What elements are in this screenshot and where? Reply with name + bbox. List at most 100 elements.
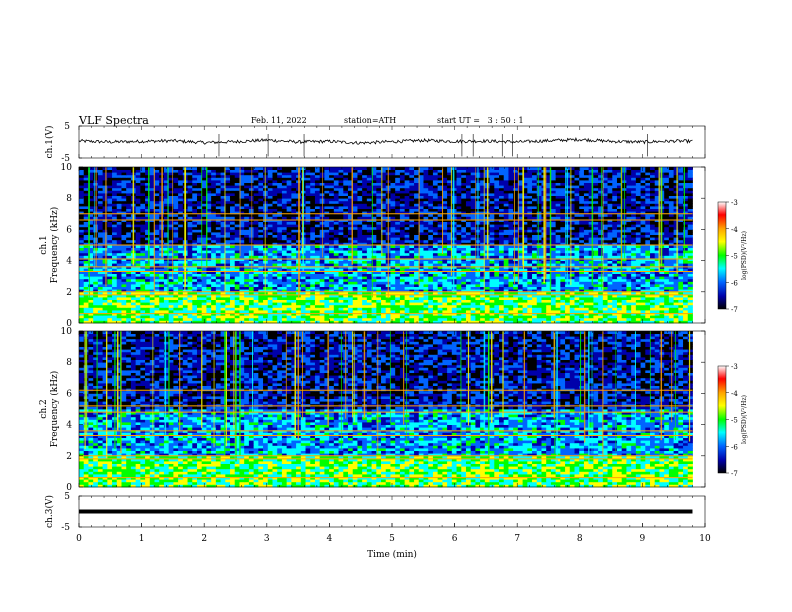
spectrogram-cell <box>121 294 127 298</box>
spectrogram-cell <box>267 237 273 241</box>
spectrogram-cell <box>234 247 240 251</box>
spectrogram-cell <box>324 224 330 228</box>
spectrogram-cell <box>569 250 575 254</box>
spectrogram-cell <box>640 307 646 311</box>
spectrogram-cell <box>324 302 330 306</box>
spectrogram-cell <box>654 289 660 293</box>
spectrogram-cell <box>248 232 255 235</box>
spectrogram-cell <box>447 273 453 277</box>
spectrogram-cell <box>211 307 217 311</box>
spectrogram-cell <box>536 281 542 285</box>
spectrogram-cell <box>404 284 410 287</box>
spectrogram-cell <box>381 320 387 324</box>
spectrogram-cell <box>168 294 174 298</box>
spectrogram-cell <box>465 291 472 295</box>
spectrogram-cell <box>329 247 335 251</box>
spectrogram-cell <box>230 221 236 225</box>
spectrogram-cell <box>650 247 656 251</box>
spectrogram-cell <box>536 291 542 295</box>
spectrogram-cell <box>480 229 486 233</box>
spectrogram-cell <box>668 317 674 321</box>
spectrogram-cell <box>475 297 481 300</box>
spectrogram-cell <box>404 307 410 311</box>
spectrogram-cell <box>196 302 203 306</box>
spectrogram-cell <box>631 289 637 293</box>
spectrogram-cell <box>352 304 358 308</box>
spectrogram-cell <box>395 291 401 295</box>
spectrogram-cell <box>263 291 269 295</box>
spectrogram-cell <box>130 284 137 287</box>
spectrogram-cell <box>673 294 679 298</box>
spectrogram-cell <box>626 286 632 290</box>
spectrogram-cell <box>130 289 137 293</box>
spectrogram-cell <box>432 245 439 248</box>
spectrogram-cell <box>159 291 165 295</box>
spectrogram-cell <box>267 299 273 303</box>
spectrogram-cell <box>664 294 670 298</box>
spectrogram-cell <box>678 310 684 313</box>
spectrogram-cell <box>366 315 372 319</box>
spectrogram-cell <box>206 299 212 303</box>
spectrogram-cell <box>234 315 240 319</box>
spectrogram-cell <box>569 291 575 295</box>
spectrogram-cell <box>173 226 179 230</box>
spectrogram-cell <box>267 320 273 324</box>
spectrogram-cell <box>683 289 689 293</box>
spectrogram-cell <box>602 245 608 248</box>
spectrogram-cell <box>626 307 632 311</box>
spectrogram-cell <box>399 239 406 243</box>
spectrogram-cell <box>616 286 623 290</box>
spectrogram-cell <box>607 245 613 248</box>
spectrogram-cell <box>560 315 566 319</box>
spectrogram-cell <box>121 268 127 272</box>
spectrogram-cell <box>83 255 89 259</box>
spectrogram-cell <box>640 255 646 259</box>
spectrogram-cell <box>253 294 259 298</box>
spectrogram-cell <box>338 289 344 293</box>
spectrogram-cell <box>263 242 269 246</box>
spectrogram-cell <box>447 226 453 230</box>
spectrogram-cell <box>140 310 146 313</box>
spectrogram-cell <box>126 320 132 324</box>
spectrogram-cell <box>253 263 259 267</box>
spectrogram-cell <box>607 302 613 306</box>
spectrogram-cell <box>130 320 137 324</box>
spectrogram-cell <box>650 294 656 298</box>
spectrogram-cell <box>234 317 240 321</box>
spectrogram-cell <box>678 229 684 233</box>
spectrogram-cell <box>678 281 684 285</box>
spectrogram-cell <box>536 276 542 280</box>
spectrogram-cell <box>659 263 665 267</box>
spectrogram-cell <box>314 302 321 306</box>
spectrogram-cell <box>480 226 486 230</box>
spectrogram-cell <box>130 276 137 280</box>
spectrogram-cell <box>404 294 410 298</box>
spectrogram-cell <box>244 252 250 256</box>
spectrogram-cell <box>220 273 226 277</box>
spectrogram-cell <box>163 294 170 298</box>
spectrogram-cell <box>404 260 410 264</box>
spectrogram-cell <box>248 255 255 259</box>
spectrogram-cell <box>574 226 580 230</box>
spectrogram-cell <box>225 299 231 303</box>
spectrogram-cell <box>97 232 103 235</box>
spectrogram-cell <box>607 263 613 267</box>
spectrogram-cell <box>461 281 467 285</box>
spectrogram-cell <box>79 252 85 256</box>
spectrogram-cell <box>442 315 448 319</box>
spectrogram-cell <box>173 271 179 274</box>
spectrogram-cell <box>409 268 415 272</box>
spectrogram-cell <box>465 237 472 241</box>
spectrogram-cell <box>645 229 651 233</box>
spectrogram-cell <box>560 250 566 254</box>
spectrogram-cell <box>140 229 146 233</box>
spectrogram-cell <box>347 242 354 246</box>
spectrogram-cell <box>130 278 137 282</box>
spectrogram-cell <box>451 299 457 303</box>
spectrogram-cell <box>281 237 288 241</box>
spectrogram-cell <box>574 276 580 280</box>
spectrogram-cell <box>385 307 391 311</box>
spectrogram-cell <box>357 255 363 259</box>
spectrogram-cell <box>418 278 424 282</box>
spectrogram-cell <box>489 276 495 280</box>
